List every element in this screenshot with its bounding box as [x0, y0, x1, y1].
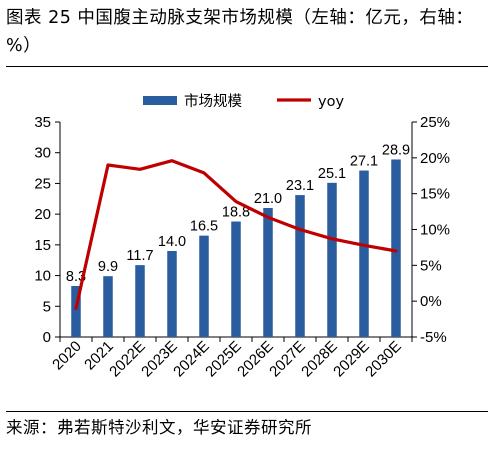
bar-market-size [263, 208, 273, 337]
bar-market-size [327, 182, 337, 337]
source-divider [6, 411, 488, 412]
bar-market-size [359, 170, 369, 337]
right-axis-tick-label: 10% [420, 222, 450, 239]
bar-data-label: 18.8 [222, 205, 250, 221]
left-axis-tick-label: 15 [34, 237, 51, 254]
bar-data-label: 21.0 [254, 191, 282, 207]
x-axis-tick-label: 2030E [362, 338, 405, 381]
left-axis-tick-label: 20 [34, 206, 51, 223]
yoy-line [74, 159, 398, 310]
legend-label-yoy: yoy [318, 94, 344, 110]
left-axis-tick-label: 10 [34, 268, 51, 285]
bar-data-label: 27.1 [350, 154, 378, 170]
right-axis-tick-label: 15% [420, 186, 450, 203]
bar-market-size [391, 159, 401, 337]
bar-data-label: 9.9 [98, 259, 118, 275]
left-axis-tick-label: 0 [43, 329, 51, 346]
bar-data-label: 28.9 [382, 142, 410, 158]
bar-data-label: 25.1 [318, 166, 346, 182]
right-axis-tick-label: 20% [420, 150, 450, 167]
left-axis-tick-label: 30 [34, 145, 51, 162]
bar-data-label: 11.7 [126, 248, 153, 264]
bar-market-size [103, 276, 113, 337]
left-axis-tick-label: 25 [34, 175, 51, 192]
figure-title: 图表 25 中国腹主动脉支架市场规模（左轴：亿元，右轴：%） [6, 8, 474, 56]
left-axis-tick-label: 5 [43, 298, 51, 315]
right-axis-tick-label: -5% [420, 329, 447, 346]
bar-market-size [167, 251, 177, 337]
bar-market-size [295, 195, 305, 337]
bar-labels: 8.39.911.714.016.518.821.023.125.127.128… [66, 142, 410, 285]
bar-market-size [231, 221, 241, 337]
x-axis-tick-label: 2020 [49, 338, 85, 374]
bar-data-label: 23.1 [286, 178, 314, 194]
right-axis-tick-label: 0% [420, 293, 442, 310]
bar-market-size [135, 265, 145, 337]
bar-series [71, 159, 401, 337]
bar-market-size [71, 286, 81, 337]
yoy-line-series [74, 159, 398, 310]
right-axis-tick-label: 25% [420, 114, 450, 131]
source-note: 来源：弗若斯特沙利文，华安证券研究所 [6, 418, 312, 437]
title-divider [6, 66, 488, 67]
legend-swatch-market-size [143, 96, 177, 105]
legend: 市场规模 yoy [143, 93, 344, 110]
legend-label-market-size: 市场规模 [184, 93, 242, 110]
right-axis-tick-label: 5% [420, 257, 442, 274]
bar-data-label: 16.5 [190, 219, 218, 235]
bar-market-size [199, 235, 209, 337]
bar-data-label: 14.0 [158, 234, 186, 250]
left-axis-tick-label: 35 [34, 114, 51, 131]
